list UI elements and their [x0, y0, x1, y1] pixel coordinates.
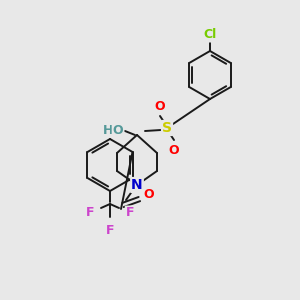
- Text: O: O: [144, 188, 154, 202]
- Text: O: O: [155, 100, 165, 112]
- Text: S: S: [162, 121, 172, 135]
- Text: F: F: [86, 206, 94, 220]
- Text: F: F: [106, 224, 114, 238]
- Text: Cl: Cl: [203, 28, 217, 41]
- Text: O: O: [169, 143, 179, 157]
- Text: O: O: [113, 124, 123, 136]
- Text: H: H: [103, 124, 113, 136]
- Text: N: N: [131, 178, 143, 192]
- Text: F: F: [126, 206, 134, 220]
